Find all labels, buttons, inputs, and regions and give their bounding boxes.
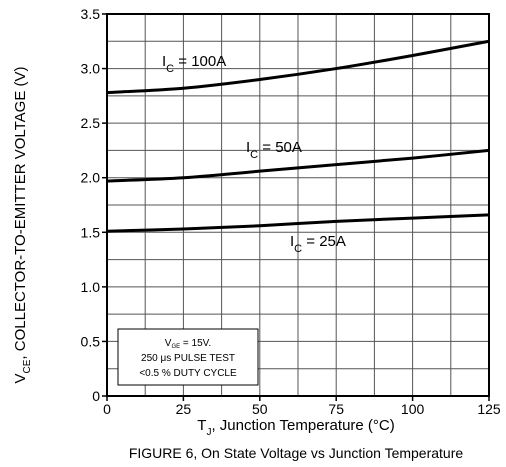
- series-label-25a: IC = 25A: [290, 233, 346, 255]
- y-tick-label: 0: [92, 388, 100, 404]
- plot-frame: [106, 13, 490, 397]
- series-line-2: [106, 213, 490, 233]
- x-tick-label: 75: [328, 401, 344, 417]
- y-tick-label: 2.0: [81, 170, 101, 186]
- y-tick-label: 0.5: [81, 333, 101, 349]
- tick-labels: 0 25 50 75 100 125 0 0.5 1.0 1.5 2.0 2.5 3.0 3.5: [81, 6, 501, 417]
- note-vge: VGE = 15V.: [165, 338, 211, 350]
- note-duty-cycle: <0.5 % DUTY CYCLE: [139, 368, 237, 379]
- y-tick-label: 1.0: [81, 279, 101, 295]
- series-label-100a: IC = 100A: [162, 53, 226, 75]
- y-axis-label: VCE, COLLECTOR-TO-EMITTER VOLTAGE (V): [12, 66, 33, 383]
- x-tick-label: 0: [103, 401, 111, 417]
- y-tick-label: 3.5: [81, 6, 101, 22]
- y-tick-label: 2.5: [81, 115, 101, 131]
- test-conditions-note: VGE = 15V. 250 μs PULSE TEST <0.5 % DUTY…: [117, 328, 259, 386]
- series-lines: [106, 39, 490, 233]
- x-tick-label: 125: [477, 401, 501, 417]
- figure-caption: FIGURE 6, On State Voltage vs Junction T…: [129, 445, 464, 461]
- series-label-50a: IC = 50A: [246, 139, 302, 161]
- x-axis-label: TJ, Junction Temperature (°C): [197, 417, 394, 438]
- series-line-1: [106, 148, 490, 183]
- series-line-0: [106, 39, 490, 95]
- x-tick-label: 100: [401, 401, 425, 417]
- y-tick-label: 1.5: [81, 224, 101, 240]
- x-tick-label: 50: [252, 401, 268, 417]
- x-tick-label: 25: [176, 401, 192, 417]
- note-pulse-test: 250 μs PULSE TEST: [141, 353, 235, 364]
- y-tick-label: 3.0: [81, 61, 101, 77]
